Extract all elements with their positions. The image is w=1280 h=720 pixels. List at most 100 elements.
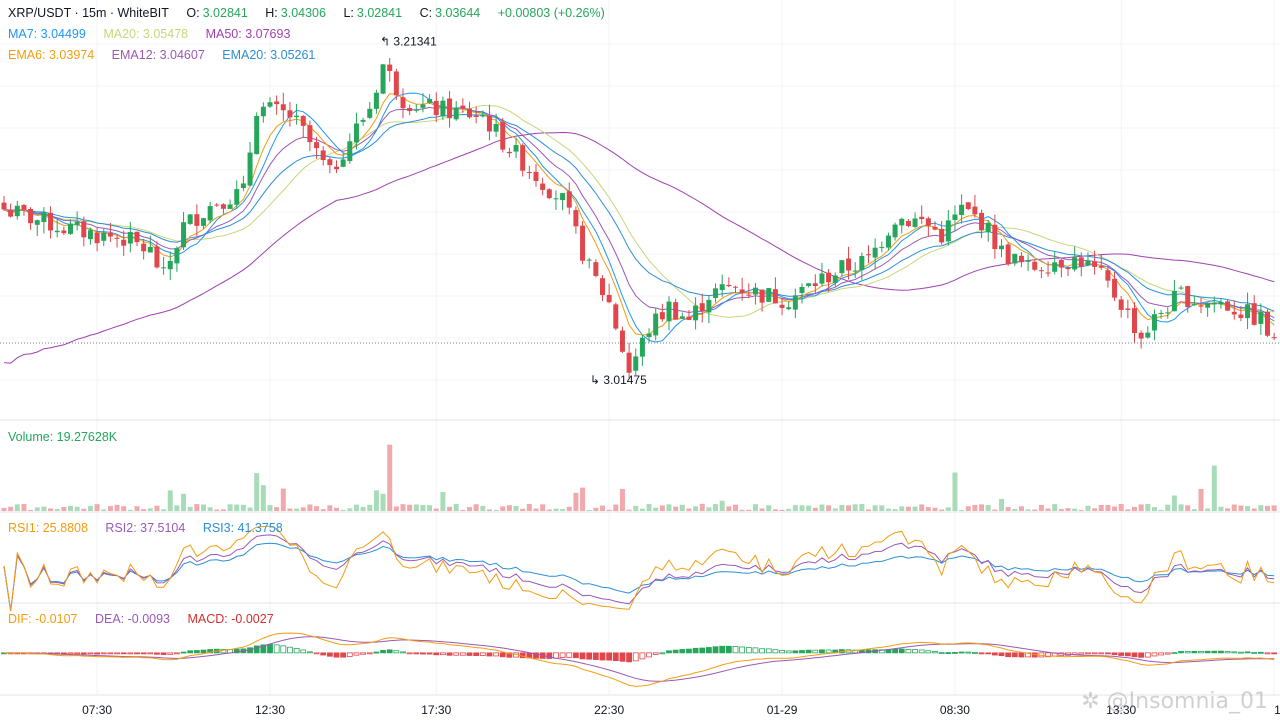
- macd-histogram-bar: [187, 650, 194, 654]
- macd-histogram-bar: [1118, 652, 1125, 656]
- x-tick-label: 22:30: [594, 703, 624, 717]
- candle-body: [699, 303, 705, 312]
- volume-bar: [965, 506, 971, 511]
- candle-body: [792, 295, 798, 310]
- macd-histogram-bar: [666, 650, 672, 654]
- candle-body: [1058, 259, 1064, 268]
- candle-body: [1258, 312, 1264, 324]
- macd-histogram-bar: [1045, 652, 1051, 658]
- candle-body: [300, 115, 306, 126]
- macd-histogram-bar: [978, 652, 985, 655]
- volume-bar: [41, 506, 47, 511]
- candle-body: [107, 232, 113, 237]
- candle-body: [467, 108, 472, 118]
- candle-body: [147, 246, 153, 253]
- candle-body: [506, 151, 512, 154]
- macd-histogram-bar: [154, 652, 160, 655]
- volume-bar: [580, 487, 586, 511]
- candle-body: [460, 105, 466, 109]
- candle-body: [1265, 311, 1270, 336]
- macd-histogram-bar: [991, 652, 998, 656]
- volume-bar: [766, 505, 772, 511]
- volume-bar: [939, 509, 945, 511]
- macd-histogram-bar: [1218, 650, 1224, 654]
- volume-bar: [1171, 495, 1177, 511]
- macd-histogram-bar: [1224, 651, 1231, 654]
- macd-histogram-bar: [646, 652, 652, 658]
- volume-bar: [979, 504, 985, 511]
- volume-bar: [992, 509, 998, 511]
- volume-bar: [945, 507, 951, 511]
- candle-body: [653, 313, 659, 336]
- volume-bar: [639, 508, 645, 511]
- volume-bar: [1032, 509, 1038, 511]
- macd-histogram-bar: [706, 647, 712, 654]
- candle-body: [992, 224, 998, 250]
- volume-bar: [127, 509, 133, 511]
- dif-legend: DIF: -0.0107: [8, 612, 78, 626]
- macd-histogram-bar: [1164, 652, 1171, 655]
- rsi1-legend: RSI1: 25.8808: [8, 521, 88, 535]
- volume-bar: [892, 509, 898, 511]
- macd-histogram-bar: [479, 652, 486, 656]
- volume-bar: [972, 504, 978, 511]
- volume-bar: [294, 508, 300, 511]
- candle-body: [739, 289, 745, 294]
- candle-body: [194, 214, 200, 226]
- volume-bar: [447, 506, 453, 511]
- candle-body: [1125, 308, 1131, 310]
- volume-bar: [260, 485, 266, 511]
- volume-bar: [420, 504, 426, 511]
- macd-histogram-bar: [1238, 651, 1244, 654]
- candle-body: [839, 260, 845, 274]
- volume-bar: [1005, 507, 1011, 511]
- volume-bar: [1065, 508, 1071, 511]
- volume-bar: [1151, 507, 1157, 511]
- candle-body: [234, 189, 240, 205]
- volume-bar: [1092, 508, 1098, 511]
- macd-histogram-bar: [1005, 652, 1012, 658]
- volume-bar: [500, 506, 506, 511]
- candle-body: [314, 142, 320, 149]
- macd-histogram-bar: [493, 652, 500, 657]
- candle-body: [187, 214, 193, 224]
- candle-body: [979, 212, 985, 231]
- volume-bar: [347, 508, 353, 511]
- volume-bar: [187, 506, 193, 511]
- candle-body: [905, 221, 911, 227]
- candle-body: [1238, 314, 1244, 318]
- candle-body: [493, 123, 499, 132]
- volume-bar: [852, 504, 858, 511]
- macd-histogram-bar: [725, 645, 732, 654]
- macd-histogram-bar: [313, 652, 320, 655]
- min-price-label: ↳ 3.01475: [590, 373, 647, 387]
- candle-body: [1018, 255, 1024, 263]
- volume-bar: [1145, 503, 1151, 511]
- volume-bar: [121, 506, 127, 511]
- candle-body: [1045, 272, 1051, 274]
- macd-histogram-bar: [293, 648, 300, 654]
- candle-body: [1118, 299, 1124, 310]
- macd-histogram-bar: [267, 644, 273, 654]
- macd-histogram-bar: [533, 652, 539, 659]
- candlesticks[interactable]: [1, 57, 1277, 379]
- candle-body: [294, 115, 300, 118]
- candle-body: [74, 221, 80, 225]
- candle-body: [1198, 305, 1204, 307]
- volume-bar: [1271, 505, 1277, 511]
- macd-histogram-bar: [1131, 652, 1138, 658]
- candle-body: [101, 232, 107, 241]
- rsi2-legend: RSI2: 37.5104: [105, 521, 186, 535]
- rsi-pane: [3, 525, 1275, 612]
- candle-body: [965, 202, 971, 210]
- candle-body: [427, 99, 433, 103]
- macd-histogram-bar: [792, 650, 799, 654]
- candle-body: [420, 104, 426, 108]
- volume-bar: [885, 508, 891, 511]
- candle-body: [1098, 266, 1104, 268]
- volume-bar: [653, 507, 659, 511]
- volume-bar: [513, 506, 519, 511]
- macd-value-legend: MACD: -0.0027: [187, 612, 274, 626]
- volume-bar: [792, 505, 798, 511]
